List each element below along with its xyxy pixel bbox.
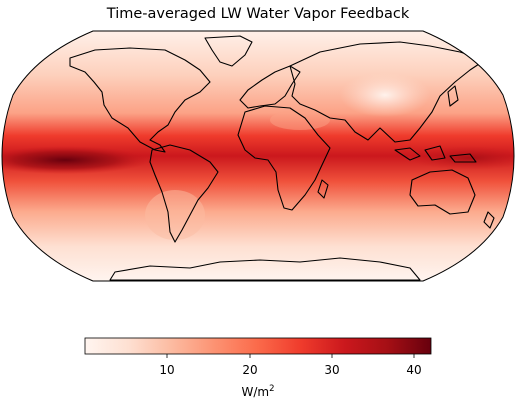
japan-coast [447,85,459,107]
australia-coast [409,169,476,215]
south-america-coast [149,144,219,243]
indonesia-coast [394,145,477,163]
antarctica-coast [109,257,421,281]
madagascar-coast [317,179,329,199]
plot-title: Time-averaged LW Water Vapor Feedback [106,6,410,22]
water-vapor-field [2,31,514,281]
unit-exponent: 2 [269,384,275,394]
colorbar [84,337,432,355]
asia-coast [289,41,486,143]
europe-coast [239,65,301,109]
colorbar-ticks [166,354,415,358]
colorbar-tick-label: 40 [406,363,422,377]
map-boundary [1,30,515,282]
greenland-coast [204,35,253,67]
unit-base: W/m [241,385,270,399]
new-zealand-coast [483,211,495,229]
colorbar-unit-label: W/m2 [241,384,274,399]
coastlines [69,35,495,281]
north-america-coast [69,47,211,153]
colorbar-tick-label: 10 [159,363,175,377]
africa-coast [237,105,331,211]
colorbar-tick-label: 30 [324,363,340,377]
colorbar-tick-label: 20 [242,363,258,377]
